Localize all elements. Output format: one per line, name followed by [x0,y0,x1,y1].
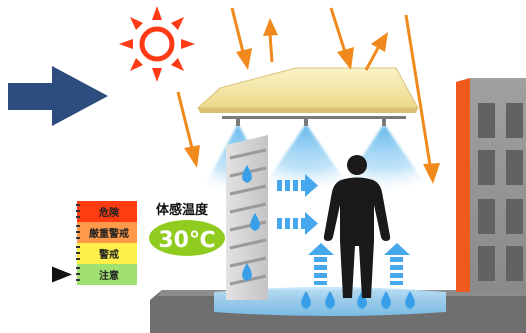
mist-nozzle [304,119,308,126]
scale-tick [76,273,80,275]
warning-level-3: 警戒 [76,243,137,264]
mist-nozzle [236,119,240,126]
building-windows [478,103,523,281]
cooling-arrow-up [384,243,410,285]
warning-level-2: 厳重警戒 [76,222,137,243]
cooling-flow-arrow-icon [277,174,410,285]
warning-level-swatch [77,222,137,243]
scale-tick [76,216,80,218]
scale-tick [76,267,80,269]
scale-tick [76,279,80,281]
warning-level-label: 警戒 [98,248,119,261]
cooling-arrow-right [277,212,318,235]
heat-index-value: 30℃ [158,228,215,253]
mist-nozzle [382,119,386,126]
scale-tick [76,258,80,260]
temp-badge [149,220,225,256]
heat-index: 体感温度 30℃ [149,202,225,256]
warning-level-1: 危険 [76,201,137,222]
water-drop-icon [242,165,260,281]
scale-tick [76,231,80,233]
sun-icon [119,6,195,82]
scale-tick [76,252,80,254]
cooling-arrow-right [277,174,318,197]
warning-level-4: 注意 [76,264,137,285]
scale-tick [76,210,80,212]
building [456,78,526,292]
sunlight-arrows [176,7,440,184]
warning-level-label: 注意 [99,269,119,282]
warning-level-swatch [77,201,137,222]
warning-level-label: 危険 [99,206,120,219]
warning-level-swatch [77,264,137,285]
cooling-arrow-up [308,243,334,285]
canopy [196,67,419,126]
pointer-arrow-icon [8,66,108,126]
scale-tick [76,204,80,206]
scale-tick [76,237,80,239]
warning-level-swatch [77,243,137,264]
heat-index-title: 体感温度 [156,202,209,218]
scale-tick [76,246,80,248]
warning-level-label: 厳重警戒 [89,227,129,240]
current-level-marker-icon [52,266,72,283]
person-icon [323,155,391,298]
scale-tick [76,225,80,227]
